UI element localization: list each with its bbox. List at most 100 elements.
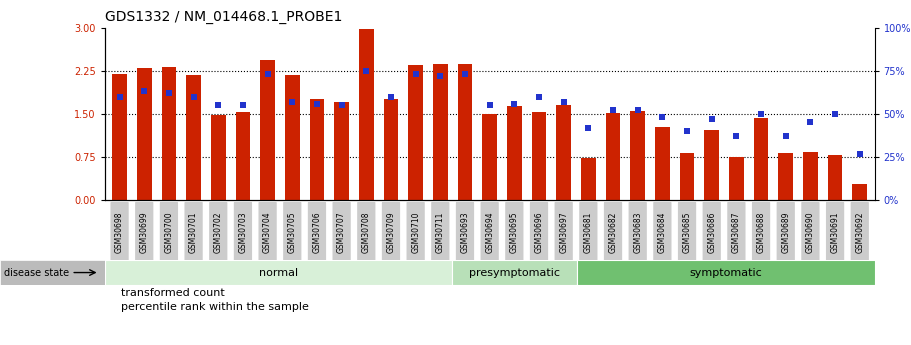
Bar [453,260,577,285]
FancyBboxPatch shape [727,202,745,262]
Point [137,89,151,94]
Point [804,120,818,125]
Bar [753,118,769,200]
Point [630,108,645,113]
FancyBboxPatch shape [826,202,844,262]
Text: GSM30686: GSM30686 [707,211,716,253]
FancyBboxPatch shape [851,202,869,262]
FancyBboxPatch shape [678,202,696,262]
Text: percentile rank within the sample: percentile rank within the sample [121,302,309,312]
Text: GSM30703: GSM30703 [239,211,248,253]
Text: GDS1332 / NM_014468.1_PROBE1: GDS1332 / NM_014468.1_PROBE1 [105,10,343,24]
Bar [161,67,177,200]
Text: GSM30699: GSM30699 [139,211,148,253]
FancyBboxPatch shape [604,202,622,262]
Text: GSM30688: GSM30688 [756,211,765,253]
Point [680,128,694,134]
Bar [334,102,349,200]
Point [186,94,200,99]
Bar [457,64,473,200]
Bar [532,112,547,200]
Text: GSM30710: GSM30710 [411,211,420,253]
Point [753,111,768,117]
Text: GSM30707: GSM30707 [337,211,346,253]
Text: symptomatic: symptomatic [690,268,762,277]
Text: GSM30700: GSM30700 [164,211,173,253]
Bar [137,68,151,200]
FancyBboxPatch shape [159,202,178,262]
Point [236,102,251,108]
Point [778,134,793,139]
FancyBboxPatch shape [456,202,474,262]
FancyBboxPatch shape [210,202,228,262]
Text: GSM30698: GSM30698 [115,211,124,253]
Point [433,73,447,79]
Point [334,102,349,108]
Point [359,68,374,73]
Text: GSM30691: GSM30691 [831,211,840,253]
FancyBboxPatch shape [802,202,820,262]
FancyBboxPatch shape [555,202,573,262]
Text: disease state: disease state [5,268,69,277]
Bar [853,184,867,200]
FancyBboxPatch shape [357,202,375,262]
Bar [186,75,201,200]
Point [408,71,423,77]
Bar [581,158,596,200]
Point [384,94,398,99]
FancyBboxPatch shape [579,202,598,262]
FancyBboxPatch shape [776,202,795,262]
Text: GSM30692: GSM30692 [855,211,865,253]
Point [261,71,275,77]
Bar [630,111,645,200]
Text: normal: normal [259,268,298,277]
Point [532,94,547,99]
Text: GSM30684: GSM30684 [658,211,667,253]
FancyBboxPatch shape [259,202,277,262]
Point [112,94,127,99]
Bar [112,73,127,200]
FancyBboxPatch shape [702,202,721,262]
Bar [384,99,398,200]
Point [581,125,596,130]
Point [557,99,571,105]
Bar [557,105,571,200]
Text: GSM30689: GSM30689 [782,211,790,253]
Text: GSM30683: GSM30683 [633,211,642,253]
FancyBboxPatch shape [431,202,449,262]
Bar [606,113,620,200]
Bar [680,153,694,200]
Bar [236,112,251,200]
Bar [408,65,423,200]
FancyBboxPatch shape [382,202,400,262]
Bar [507,106,522,200]
Bar [105,260,453,285]
Text: GSM30708: GSM30708 [362,211,371,253]
FancyBboxPatch shape [629,202,647,262]
FancyBboxPatch shape [530,202,548,262]
FancyBboxPatch shape [283,202,302,262]
FancyBboxPatch shape [333,202,351,262]
FancyBboxPatch shape [184,202,203,262]
Bar [482,114,497,200]
Bar [285,75,300,200]
Text: GSM30695: GSM30695 [510,211,519,253]
Text: GSM30706: GSM30706 [312,211,322,253]
Text: GSM30694: GSM30694 [486,211,494,253]
Bar [310,99,324,200]
Bar [577,260,875,285]
FancyBboxPatch shape [110,202,128,262]
Point [457,71,472,77]
Point [704,116,719,122]
Bar [704,130,719,200]
FancyBboxPatch shape [135,202,153,262]
Bar [828,155,843,200]
Point [482,102,496,108]
Bar [803,152,818,200]
FancyBboxPatch shape [480,202,499,262]
Point [853,151,867,156]
Text: GSM30709: GSM30709 [386,211,395,253]
Text: GSM30711: GSM30711 [435,211,445,253]
Bar [729,157,743,200]
Point [211,102,226,108]
